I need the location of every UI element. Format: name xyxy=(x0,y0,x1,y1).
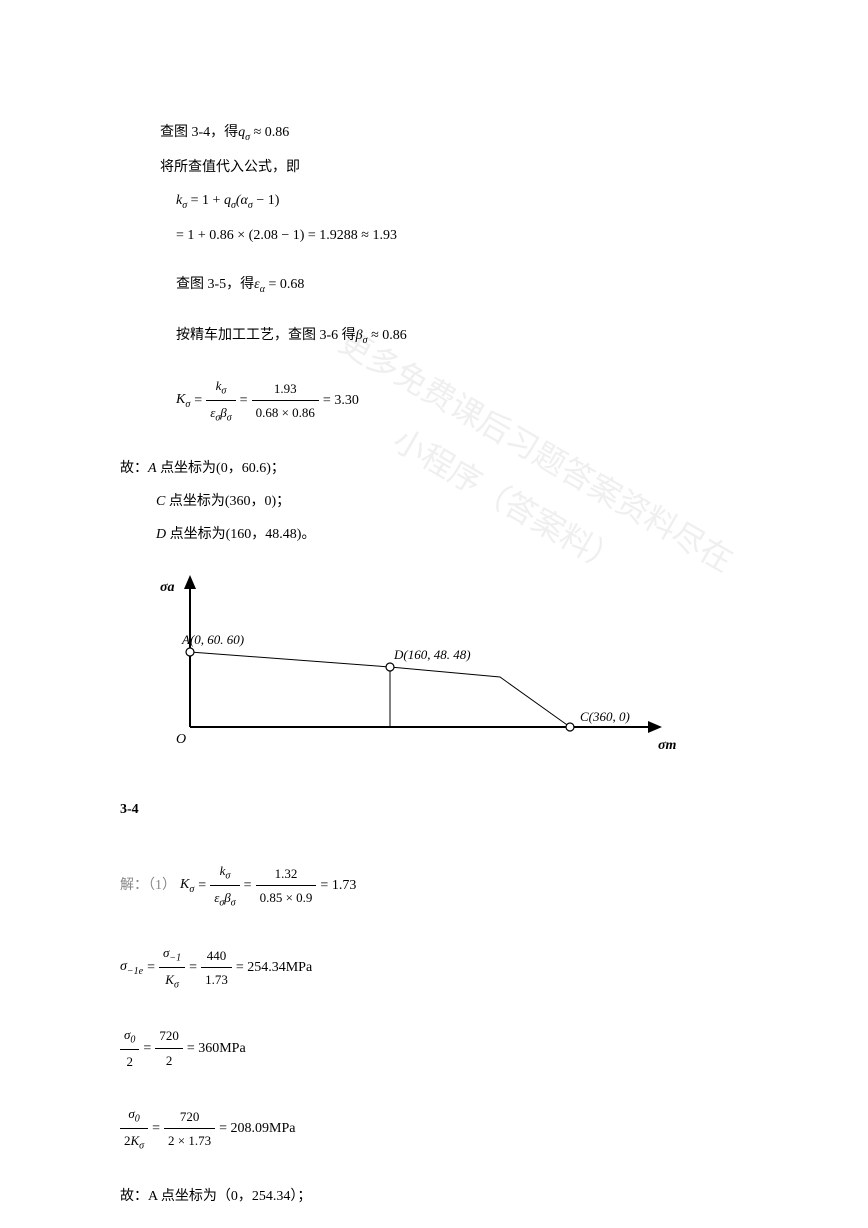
svg-text:D(160, 48. 48): D(160, 48. 48) xyxy=(393,647,471,662)
equation-sigma-1e: σ−1e = σ−1 Kσ = 440 1.73 = 254.34MPa xyxy=(120,941,748,995)
equation-K-sigma: Kσ = kσ εσβσ = 1.93 0.68 × 0.86 = 3.30 xyxy=(120,374,748,428)
text-line-2: 将所查值代入公式，即 xyxy=(120,155,748,180)
equation-sigma0-over-2: σ0 2 = 720 2 = 360MPa xyxy=(120,1023,748,1074)
svg-text:σa: σa xyxy=(160,580,175,595)
limit-diagram-chart: σa σm O A(0, 60. 60) D(160, 48. 48) C(360, 0) xyxy=(120,567,748,767)
svg-text:C(360, 0): C(360, 0) xyxy=(580,709,630,724)
document-content: 查图 3-4，得qσ ≈ 0.86 将所查值代入公式，即 kσ = 1 + qσ… xyxy=(120,120,748,1209)
svg-text:A(0, 60. 60): A(0, 60. 60) xyxy=(181,632,244,647)
equation-sigma0-over-2K: σ0 2Kσ = 720 2 × 1.73 = 208.09MPa xyxy=(120,1102,748,1156)
coord-A: 故：A A 点坐标为(0，60.6)；点坐标为(0，60.6)； xyxy=(120,456,748,481)
solution-3-4-K: 解：（1） Kσ = kσ εσβσ = 1.32 0.85 × 0.9 = 1… xyxy=(120,859,748,913)
text-line-5: 查图 3-5，得εα = 0.68 xyxy=(120,272,748,299)
chart-svg: σa σm O A(0, 60. 60) D(160, 48. 48) C(360, 0) xyxy=(120,567,680,767)
equation-k-sigma-calc: = 1 + 0.86 × (2.08 − 1) = 1.9288 ≈ 1.93 xyxy=(120,223,748,248)
coord-A-2: 故：A 点坐标为（0，254.34）； xyxy=(120,1184,748,1209)
section-heading-3-4: 3-4 xyxy=(120,797,748,822)
coord-D: D 点坐标为(160，48.48)。 xyxy=(120,522,748,547)
svg-text:σm: σm xyxy=(658,738,677,753)
text-line-1: 查图 3-4，得qσ ≈ 0.86 xyxy=(120,120,748,147)
coord-C: C 点坐标为(360，0)； xyxy=(120,489,748,514)
svg-text:O: O xyxy=(176,732,186,747)
text-line-6: 按精车加工工艺，查图 3-6 得βσ ≈ 0.86 xyxy=(120,323,748,350)
equation-k-sigma: kσ = 1 + qσ(ασ − 1) xyxy=(120,188,748,215)
